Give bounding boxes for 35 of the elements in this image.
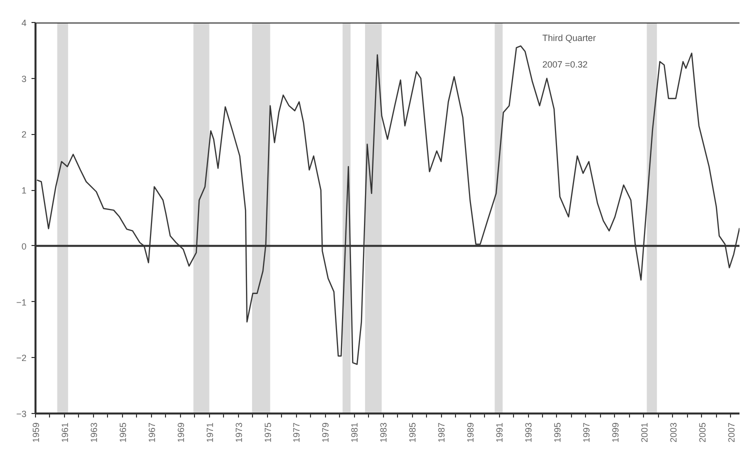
x-tick-label: 1969 bbox=[176, 422, 186, 443]
x-tick-label: 2007 bbox=[726, 422, 736, 443]
x-tick-label: 1999 bbox=[610, 422, 620, 443]
x-tick-label: 1991 bbox=[494, 422, 505, 443]
x-tick-label: 1963 bbox=[88, 422, 99, 443]
x-tick-label: 1961 bbox=[60, 422, 70, 443]
x-tick-label: 2005 bbox=[697, 422, 708, 443]
y-tick-label: 1 bbox=[21, 186, 27, 196]
x-tick-label: 1985 bbox=[408, 422, 418, 443]
x-tick-label: 1989 bbox=[466, 422, 476, 443]
x-tick-label: 1965 bbox=[118, 422, 128, 443]
x-tick-label: 1983 bbox=[378, 422, 389, 443]
x-tick-label: 1995 bbox=[552, 422, 562, 443]
annotation: 2007 =0.32 bbox=[542, 59, 588, 70]
x-tick-label: 1959 bbox=[31, 422, 41, 443]
x-tick-label: 1973 bbox=[234, 422, 244, 443]
y-tick-label: 2 bbox=[21, 130, 27, 140]
x-tick-label: 1997 bbox=[581, 422, 592, 443]
y-tick-label: 4 bbox=[21, 18, 27, 28]
y-tick-label: 3 bbox=[21, 74, 27, 84]
x-tick-label: 2001 bbox=[639, 422, 650, 443]
y-tick-label: −2 bbox=[16, 353, 27, 364]
x-tick-label: 1979 bbox=[320, 422, 331, 443]
y-tick-label: −3 bbox=[16, 409, 27, 419]
x-tick-label: 1987 bbox=[436, 422, 447, 443]
x-tick-label: 1981 bbox=[350, 422, 360, 443]
y-tick-label: 0 bbox=[21, 241, 27, 252]
annotation: Third Quarter bbox=[542, 33, 596, 44]
x-tick-label: 1975 bbox=[262, 422, 273, 443]
x-tick-label: 1967 bbox=[146, 422, 157, 443]
x-tick-label: 1971 bbox=[204, 422, 215, 443]
x-tick-label: 2003 bbox=[668, 422, 678, 443]
x-tick-label: 1993 bbox=[524, 422, 534, 443]
x-tick-label: 1977 bbox=[292, 422, 302, 443]
y-tick-label: −1 bbox=[16, 297, 27, 308]
